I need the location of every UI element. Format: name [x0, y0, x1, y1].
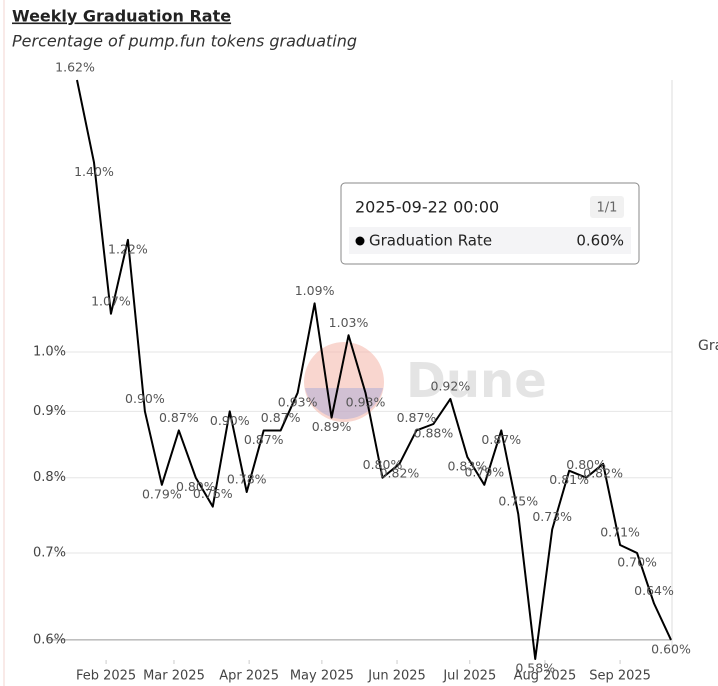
data-label: 0.88% [414, 425, 454, 440]
data-label: 0.79% [142, 486, 182, 501]
data-label: 0.87% [244, 432, 284, 447]
x-tick-label: Jun 2025 [367, 669, 426, 684]
watermark-logo-base [305, 388, 383, 420]
data-label: 0.87% [481, 432, 521, 447]
data-label: 0.60% [651, 641, 691, 656]
data-label: 0.70% [617, 554, 657, 569]
data-label: 1.40% [74, 164, 114, 179]
y-tick-label: 0.8% [33, 470, 66, 485]
chart-subtitle: Percentage of pump.fun tokens graduating [12, 32, 357, 51]
data-label: 1.62% [55, 60, 95, 75]
x-tick-label: Sep 2025 [589, 669, 651, 684]
data-label: 0.71% [600, 525, 640, 540]
y-tick-label: 0.9% [33, 404, 66, 419]
tooltip-date: 2025-09-22 00:00 [355, 198, 499, 217]
tooltip-page-box [590, 196, 624, 218]
x-tick-label: Apr 2025 [219, 669, 279, 684]
x-tick-label: Jul 2025 [442, 669, 496, 684]
tooltip-page: 1/1 [597, 201, 618, 216]
data-label: 1.07% [91, 293, 131, 308]
data-label: 0.80% [566, 457, 606, 472]
data-label: 0.93% [278, 394, 318, 409]
x-tick-label: Feb 2025 [76, 669, 136, 684]
data-label: 0.93% [346, 394, 386, 409]
tooltip-swatch [355, 236, 365, 246]
data-label: 0.79% [464, 464, 504, 479]
data-label: 0.73% [532, 509, 572, 524]
data-label: 0.76% [193, 486, 233, 501]
x-tick-label: Aug 2025 [514, 669, 577, 684]
data-label: 1.03% [329, 315, 369, 330]
data-label: 0.78% [227, 471, 267, 486]
x-tick-label: May 2025 [290, 669, 354, 684]
data-label: 0.80% [176, 479, 216, 494]
y-tick-label: 1.0% [33, 344, 66, 359]
x-tick-label: Mar 2025 [143, 669, 205, 684]
data-label: 1.22% [108, 241, 148, 256]
data-label: 0.87% [261, 410, 301, 425]
tooltip: 2025-09-22 00:00 1/1 Graduation Rate 0.6… [340, 182, 640, 265]
data-label: 0.80% [363, 457, 403, 472]
series-line [76, 79, 672, 660]
data-label: 0.58% [515, 661, 555, 676]
data-label: 0.64% [634, 583, 674, 598]
data-label: 0.89% [312, 419, 352, 434]
data-label: 0.75% [498, 494, 538, 509]
data-label: 0.90% [210, 413, 250, 428]
data-label: 0.87% [397, 410, 437, 425]
data-label: 0.82% [380, 465, 420, 480]
data-label: 0.83% [447, 458, 487, 473]
chart-title[interactable]: Weekly Graduation Rate [12, 7, 231, 26]
data-label: 0.92% [431, 378, 471, 393]
y-tick-label: 0.7% [33, 545, 66, 560]
legend-entry[interactable]: Graduation Rate [698, 338, 718, 354]
tooltip-series: Graduation Rate [369, 232, 492, 250]
data-label: 0.82% [583, 465, 623, 480]
data-label: 0.90% [125, 391, 165, 406]
data-label: 0.87% [159, 410, 199, 425]
y-tick-label: 0.6% [33, 632, 66, 647]
watermark-text: Dune [406, 353, 547, 409]
tooltip-row [349, 227, 631, 254]
data-label: 0.81% [549, 472, 589, 487]
data-label: 1.09% [295, 283, 335, 298]
tooltip-value: 0.60% [576, 232, 624, 250]
